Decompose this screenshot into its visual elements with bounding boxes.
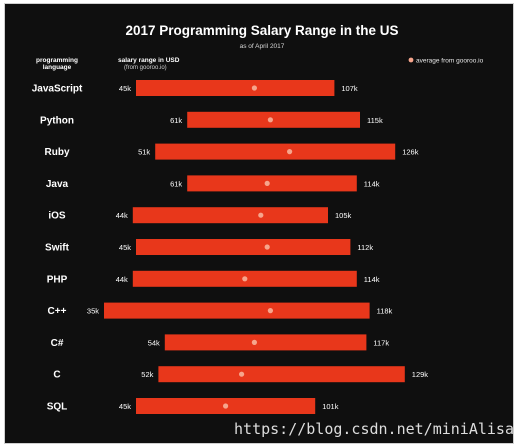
category-label: SQL [47, 402, 68, 413]
average-dot [251, 85, 257, 91]
legend-label: average from gooroo.io [416, 58, 484, 65]
average-dot [258, 212, 264, 218]
average-dot [264, 180, 270, 186]
range-bar [136, 80, 335, 96]
category-label: Ruby [45, 147, 70, 158]
min-value-label: 51k [138, 148, 150, 157]
min-value-label: 54k [148, 338, 160, 347]
min-value-label: 35k [87, 307, 99, 316]
max-value-label: 118k [377, 307, 393, 316]
chart-title: 2017 Programming Salary Range in the US [125, 23, 398, 38]
average-dot [223, 403, 229, 409]
min-value-label: 61k [170, 179, 182, 188]
watermark: https://blog.csdn.net/miniAlisa [234, 420, 514, 438]
max-value-label: 112k [357, 243, 373, 252]
min-value-label: 52k [141, 370, 153, 379]
max-value-label: 105k [335, 211, 352, 220]
min-value-label: 44k [116, 211, 128, 220]
range-bar [158, 366, 405, 383]
max-value-label: 101k [322, 402, 339, 411]
range-bar [187, 111, 360, 128]
range-bar [136, 239, 351, 255]
min-value-label: 45k [119, 243, 131, 252]
chart-subtitle: as of April 2017 [240, 43, 285, 50]
min-value-label: 45k [119, 402, 131, 411]
category-label: C [53, 370, 60, 381]
max-value-label: 114k [364, 275, 380, 284]
average-dot [264, 244, 270, 250]
category-label: iOS [48, 211, 66, 222]
category-header-line2: language [43, 64, 72, 71]
value-header-note: (from gooroo.io) [124, 65, 167, 71]
average-dot [287, 149, 293, 155]
max-value-label: 115k [367, 116, 383, 125]
average-dot [242, 276, 248, 282]
average-dot [239, 371, 245, 377]
min-value-label: 44k [116, 275, 128, 284]
max-value-label: 117k [373, 338, 389, 347]
max-value-label: 107k [341, 84, 358, 93]
category-label: PHP [47, 274, 68, 285]
min-value-label: 61k [170, 116, 182, 125]
category-label: Swift [45, 243, 70, 254]
average-dot [251, 339, 257, 345]
category-header-line1: programming [36, 57, 78, 64]
category-label: C# [51, 338, 64, 349]
average-dot [267, 117, 273, 123]
category-label: JavaScript [32, 84, 83, 95]
legend-dot [408, 57, 414, 63]
range-bar [132, 207, 328, 224]
value-header: salary range in USD [118, 57, 180, 64]
range-bar [187, 175, 357, 192]
category-label: Java [46, 179, 69, 190]
max-value-label: 126k [402, 148, 419, 157]
min-value-label: 45k [119, 84, 131, 93]
range-bar [155, 143, 396, 160]
average-dot [267, 308, 273, 314]
category-label: C++ [48, 306, 67, 317]
range-bar [164, 334, 367, 351]
bars-group: JavaScript 45k 107k Python 61k 115k Ruby 51k 126… [32, 80, 429, 414]
range-bar [104, 302, 370, 319]
max-value-label: 129k [412, 370, 429, 379]
max-value-label: 114k [364, 179, 380, 188]
category-label: Python [40, 115, 74, 126]
